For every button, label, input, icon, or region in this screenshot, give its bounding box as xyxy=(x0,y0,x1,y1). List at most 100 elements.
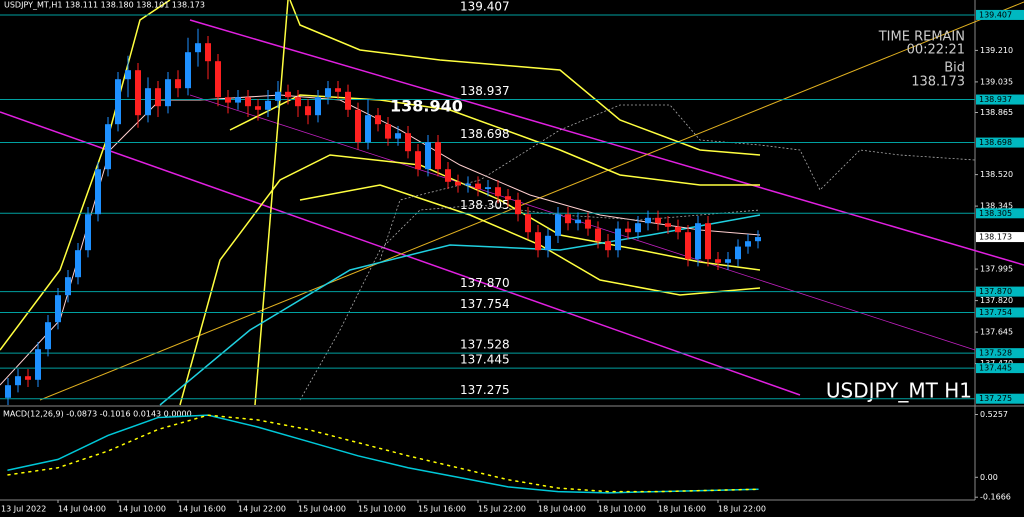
candle-body xyxy=(285,91,291,98)
candle-body xyxy=(35,349,41,380)
candle-body xyxy=(75,250,81,278)
macd-y-tick-label: 0.00 xyxy=(980,473,998,482)
candle-body xyxy=(295,97,301,107)
level-tag-label: 139.407 xyxy=(979,10,1012,19)
candle-body xyxy=(375,115,381,125)
candle-body xyxy=(525,214,531,233)
peak-label: 138.940 xyxy=(390,97,463,116)
candle-body xyxy=(55,295,61,323)
y-tick-label: 138.345 xyxy=(980,202,1013,211)
candle-body xyxy=(105,124,111,170)
candle-body xyxy=(95,169,101,215)
bid-value: 138.173 xyxy=(911,75,965,90)
candle-body xyxy=(355,109,361,143)
candle-body xyxy=(495,187,501,197)
candle-body xyxy=(85,214,91,251)
level-label: 139.407 xyxy=(460,0,510,13)
candle-body xyxy=(115,79,121,125)
macd-y-tick-label: 0.5257 xyxy=(980,410,1008,419)
candle-body xyxy=(415,151,421,170)
candle-body xyxy=(675,226,681,233)
candle-body xyxy=(5,385,11,398)
band-line xyxy=(289,0,761,156)
trend-line xyxy=(39,1,1024,401)
candle-body xyxy=(365,115,371,143)
macd-label: MACD(12,26,9) -0.0873 -0.1016 0.0143 0.0… xyxy=(3,410,192,419)
x-tick-label: 15 Jul 16:00 xyxy=(418,505,466,514)
x-tick-label: 14 Jul 04:00 xyxy=(58,505,106,514)
candle-body xyxy=(655,217,661,224)
candle-body xyxy=(625,228,631,233)
level-tag xyxy=(976,363,1024,374)
y-tick-label: 139.035 xyxy=(980,77,1013,86)
candle-body xyxy=(565,214,571,224)
candle-body xyxy=(685,232,691,260)
level-tag xyxy=(976,286,1024,297)
bid-tag-label: 138.173 xyxy=(979,233,1012,242)
level-label: 138.698 xyxy=(460,127,510,141)
macd-line xyxy=(7,414,759,494)
level-label: 138.305 xyxy=(460,198,510,212)
level-tag-label: 137.275 xyxy=(979,394,1012,403)
candle-body xyxy=(45,322,51,350)
candle-body xyxy=(485,187,491,189)
band-line xyxy=(254,0,289,406)
candle-body xyxy=(275,91,281,101)
y-tick-label: 139.210 xyxy=(980,46,1013,55)
candle-body xyxy=(475,183,481,189)
candle-body xyxy=(515,199,521,215)
ichimoku-cloud xyxy=(379,104,976,261)
candle-body xyxy=(15,376,21,386)
y-tick-label: 138.865 xyxy=(980,108,1013,117)
x-tick-label: 14 Jul 16:00 xyxy=(178,505,226,514)
candle-body xyxy=(695,223,701,260)
candle-body xyxy=(555,214,561,236)
x-tick-label: 15 Jul 10:00 xyxy=(358,505,406,514)
candle-body xyxy=(155,88,161,107)
candle-body xyxy=(735,246,741,260)
candle-body xyxy=(315,97,321,116)
level-tag xyxy=(976,9,1024,20)
moving-average xyxy=(159,214,761,406)
candle-body xyxy=(65,277,71,296)
candle-body xyxy=(395,133,401,139)
y-tick-label: 137.820 xyxy=(980,296,1013,305)
level-label: 138.937 xyxy=(460,84,510,98)
level-tag xyxy=(976,393,1024,404)
candle-body xyxy=(585,219,591,229)
x-tick-label: 15 Jul 04:00 xyxy=(298,505,346,514)
candle-body xyxy=(265,100,271,110)
candle-body xyxy=(385,124,391,139)
candle-body xyxy=(325,88,331,98)
candle-body xyxy=(435,142,441,170)
candle-body xyxy=(465,183,471,186)
level-label: 137.754 xyxy=(460,297,510,311)
level-label: 137.870 xyxy=(460,276,510,290)
candle-body xyxy=(455,181,461,186)
candle-body xyxy=(665,223,671,227)
level-label: 137.275 xyxy=(460,383,510,397)
candle-body xyxy=(605,241,611,251)
candle-body xyxy=(335,88,341,92)
level-tag xyxy=(976,208,1024,219)
x-tick-label: 18 Jul 10:00 xyxy=(598,505,646,514)
ichimoku-cloud xyxy=(299,204,761,401)
channel-line xyxy=(0,111,801,396)
candle-body xyxy=(705,223,711,260)
candle-body xyxy=(185,52,191,89)
candle-body xyxy=(205,43,211,62)
candle-body xyxy=(125,70,131,80)
x-tick-label: 14 Jul 22:00 xyxy=(238,505,286,514)
candle-body xyxy=(745,241,751,247)
level-tag xyxy=(976,137,1024,148)
candle-body xyxy=(235,97,241,103)
channel-line xyxy=(189,94,976,351)
y-tick-label: 138.520 xyxy=(980,170,1013,179)
candle-body xyxy=(645,217,651,224)
x-tick-label: 15 Jul 22:00 xyxy=(478,505,526,514)
level-tag-label: 137.754 xyxy=(979,308,1012,317)
level-tag-label: 137.528 xyxy=(979,349,1012,358)
candle-body xyxy=(145,88,151,116)
